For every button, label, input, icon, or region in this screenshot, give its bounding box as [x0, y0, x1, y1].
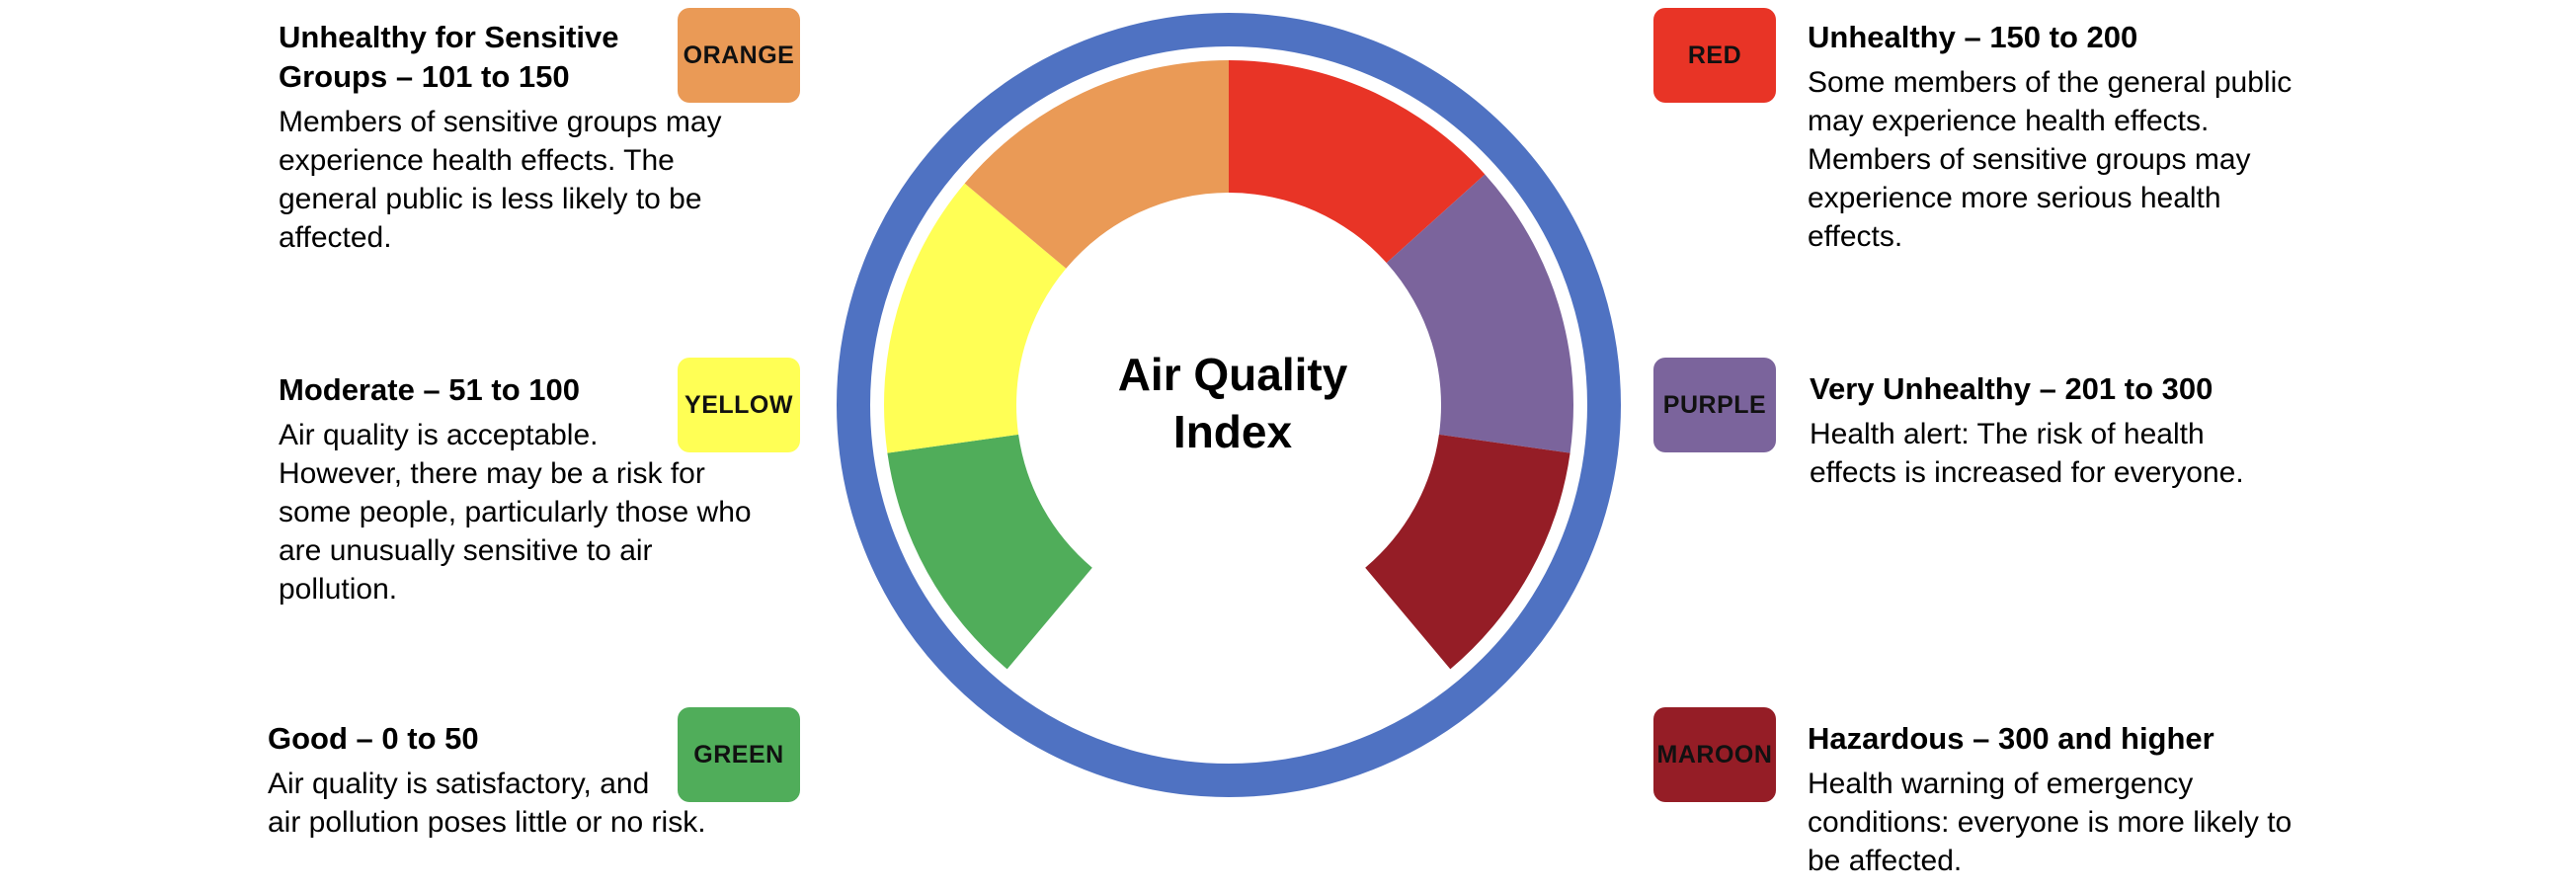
very-unhealthy-desc-line: effects is increased for everyone. — [1810, 456, 2244, 489]
hazardous-desc-line: be affected. — [1808, 845, 1963, 877]
good-desc-line: Air quality is satisfactory, and — [268, 768, 650, 800]
unhealthy-description: Some members of the general public may e… — [1808, 63, 2361, 256]
hazardous-desc-line: conditions: everyone is more likely to — [1808, 806, 2293, 839]
maroon-badge: MAROON — [1653, 707, 1776, 802]
usg-heading-line1: Unhealthy for Sensitive — [279, 20, 619, 54]
very-unhealthy-segment — [1386, 174, 1573, 453]
maroon-badge-label: MAROON — [1656, 740, 1773, 769]
usg-description: Members of sensitive groups may experien… — [279, 103, 792, 257]
hazardous-heading: Hazardous – 300 and higher — [1808, 721, 2214, 756]
red-badge-label: RED — [1687, 40, 1742, 69]
moderate-desc-line: some people, particularly those who — [279, 496, 752, 528]
segments-group — [884, 59, 1573, 670]
green-badge-label: GREEN — [693, 740, 784, 769]
usg-desc-line: affected. — [279, 221, 392, 254]
center-title-line1: Air Quality — [1117, 349, 1348, 400]
unhealthy-desc-line: may experience health effects. — [1808, 105, 2210, 137]
moderate-desc-line: pollution. — [279, 573, 398, 606]
moderate-desc-line: However, there may be a risk for — [279, 457, 705, 490]
usg-block: Unhealthy for Sensitive Groups – 101 to … — [279, 18, 792, 257]
green-badge: GREEN — [678, 707, 800, 802]
usg-segment — [964, 59, 1229, 269]
unhealthy-desc-line: experience more serious health — [1808, 182, 2221, 214]
usg-desc-line: Members of sensitive groups may — [279, 106, 722, 138]
purple-badge: PURPLE — [1653, 358, 1776, 452]
red-badge: RED — [1653, 8, 1776, 103]
unhealthy-heading: Unhealthy – 150 to 200 — [1808, 20, 2138, 54]
yellow-badge-label: YELLOW — [684, 390, 793, 419]
unhealthy-desc-line: effects. — [1808, 220, 1903, 253]
hazardous-desc-line: Health warning of emergency — [1808, 768, 2194, 800]
unhealthy-segment — [1229, 60, 1486, 264]
inner-white-ring — [875, 51, 1582, 759]
good-segment — [887, 434, 1092, 670]
good-heading: Good – 0 to 50 — [268, 721, 479, 756]
moderate-heading: Moderate – 51 to 100 — [279, 372, 580, 407]
moderate-desc-line: are unusually sensitive to air — [279, 534, 653, 567]
very-unhealthy-heading: Very Unhealthy – 201 to 300 — [1810, 371, 2214, 406]
yellow-badge: YELLOW — [678, 358, 800, 452]
hazardous-segment — [1365, 434, 1570, 670]
hazardous-block: Hazardous – 300 and higher Health warnin… — [1808, 719, 2361, 880]
moderate-description: Air quality is acceptable. However, ther… — [279, 416, 792, 608]
purple-badge-label: PURPLE — [1662, 390, 1767, 419]
outer-ring — [837, 13, 1621, 797]
good-block: Good – 0 to 50 Air quality is satisfacto… — [268, 719, 821, 842]
moderate-segment — [884, 183, 1067, 453]
orange-badge-label: ORANGE — [683, 40, 795, 69]
unhealthy-block: Unhealthy – 150 to 200 Some members of t… — [1808, 18, 2361, 256]
very-unhealthy-desc-line: Health alert: The risk of health — [1810, 418, 2205, 450]
orange-badge: ORANGE — [678, 8, 800, 103]
moderate-desc-line: Air quality is acceptable. — [279, 419, 599, 451]
unhealthy-desc-line: Some members of the general public — [1808, 66, 2293, 99]
usg-heading-line2: Groups – 101 to 150 — [279, 59, 570, 94]
moderate-block: Moderate – 51 to 100 Air quality is acce… — [279, 370, 792, 608]
good-description: Air quality is satisfactory, and air pol… — [268, 765, 821, 842]
usg-heading: Unhealthy for Sensitive Groups – 101 to … — [279, 18, 792, 97]
usg-desc-line: experience health effects. The — [279, 144, 675, 177]
center-title-line2: Index — [1172, 406, 1293, 457]
hazardous-description: Health warning of emergency conditions: … — [1808, 765, 2361, 880]
very-unhealthy-description: Health alert: The risk of health effects… — [1810, 415, 2363, 492]
very-unhealthy-block: Very Unhealthy – 201 to 300 Health alert… — [1810, 369, 2363, 492]
usg-desc-line: general public is less likely to be — [279, 183, 702, 215]
good-desc-line: air pollution poses little or no risk. — [268, 806, 706, 839]
center-title: Air Quality Index — [1085, 346, 1381, 460]
unhealthy-desc-line: Members of sensitive groups may — [1808, 143, 2251, 176]
